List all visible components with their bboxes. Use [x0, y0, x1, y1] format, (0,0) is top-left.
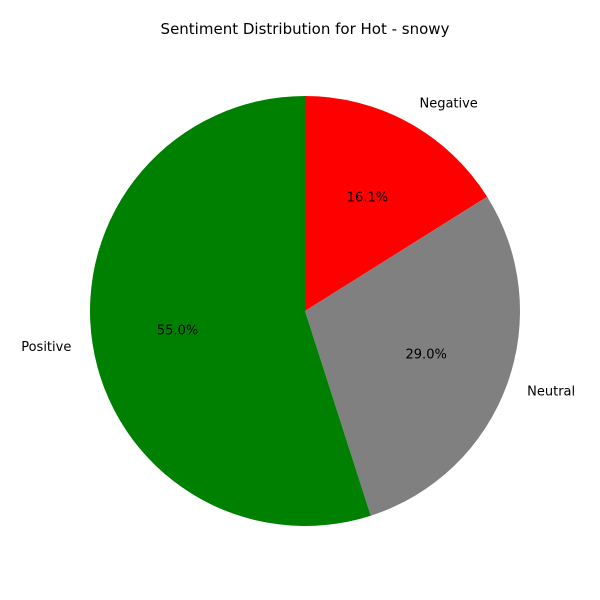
pie-slice-positive — [90, 96, 371, 526]
pie-slices — [90, 96, 521, 526]
pie-slice-neutral — [305, 196, 521, 516]
pie-label-neutral: Neutral — [527, 385, 575, 400]
pie-pct-label-neutral: 29.0% — [406, 348, 447, 363]
pie-pct-label-positive: 55.0% — [157, 323, 198, 338]
chart-title: Sentiment Distribution for Hot - snowy — [161, 20, 450, 38]
pie-slice-negative — [305, 96, 488, 311]
pie-label-negative: Negative — [419, 97, 477, 112]
pie-labels: 16.1% Negative 29.0% Neutral 55.0% Positive — [21, 97, 575, 400]
pie-label-positive: Positive — [21, 340, 71, 355]
pie-pct-label-negative: 16.1% — [347, 191, 388, 206]
